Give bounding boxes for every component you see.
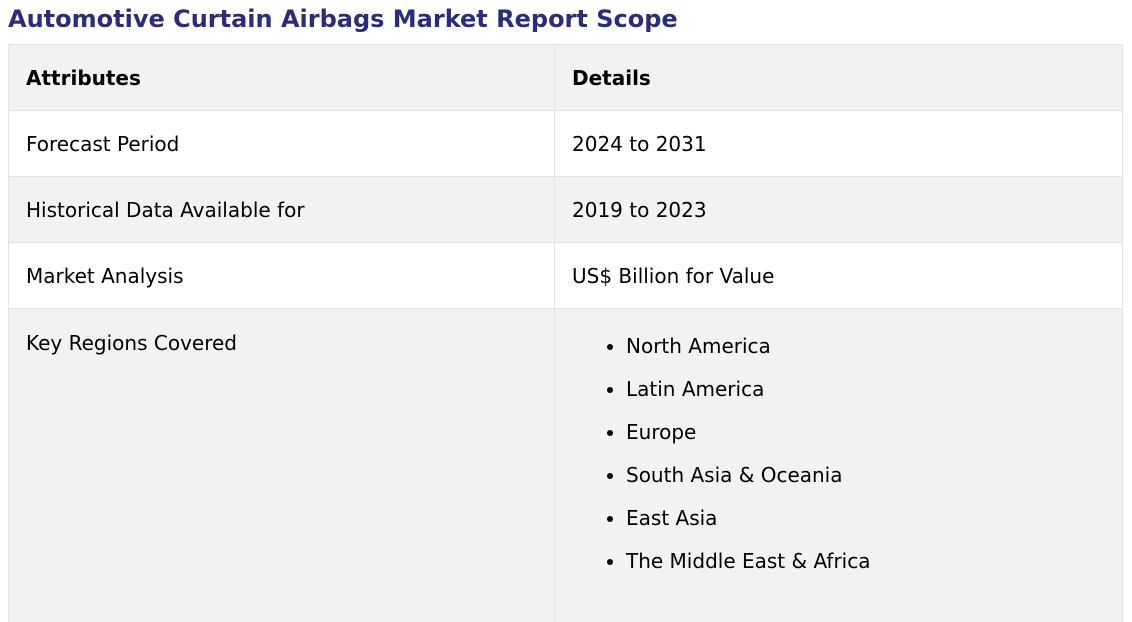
attribute-cell: Historical Data Available for — [8, 176, 555, 243]
table-row: Historical Data Available for 2019 to 20… — [8, 176, 1123, 243]
attribute-cell: Market Analysis — [8, 242, 555, 309]
detail-cell: 2019 to 2023 — [554, 176, 1123, 243]
page-title: Automotive Curtain Airbags Market Report… — [8, 5, 678, 33]
region-item-south-asia-oceania: South Asia & Oceania — [626, 464, 1105, 487]
regions-list: North America Latin America Europe South… — [572, 335, 1105, 573]
region-item-east-asia: East Asia — [626, 507, 1105, 530]
region-item-europe: Europe — [626, 421, 1105, 444]
header-attributes: Attributes — [8, 44, 555, 111]
region-item-north-america: North America — [626, 335, 1105, 358]
region-item-latin-america: Latin America — [626, 378, 1105, 401]
header-details: Details — [554, 44, 1123, 111]
region-item-middle-east-africa: The Middle East & Africa — [626, 550, 1105, 573]
attribute-cell: Forecast Period — [8, 110, 555, 177]
regions-detail-cell: North America Latin America Europe South… — [554, 308, 1123, 622]
attribute-cell: Key Regions Covered — [8, 308, 555, 622]
report-scope-table: Attributes Details Forecast Period 2024 … — [8, 44, 1123, 622]
table-row-key-regions: Key Regions Covered North America Latin … — [8, 308, 1123, 622]
detail-cell: 2024 to 2031 — [554, 110, 1123, 177]
table-header-row: Attributes Details — [8, 44, 1123, 111]
detail-cell: US$ Billion for Value — [554, 242, 1123, 309]
table-row: Forecast Period 2024 to 2031 — [8, 110, 1123, 177]
table-row: Market Analysis US$ Billion for Value — [8, 242, 1123, 309]
